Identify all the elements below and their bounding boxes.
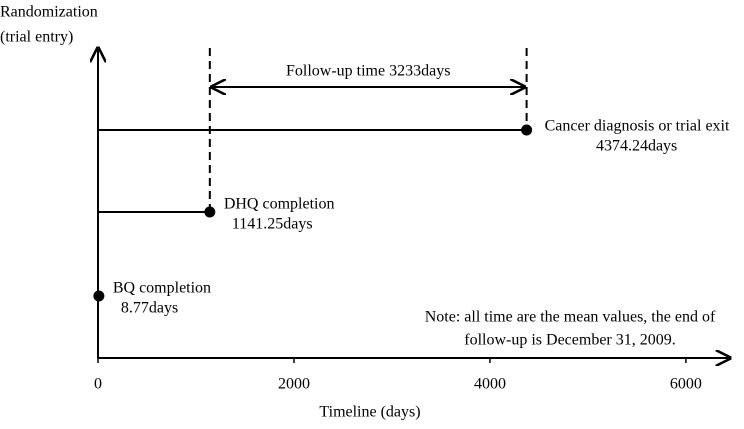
- event-name: Cancer diagnosis or trial exit: [545, 118, 730, 135]
- x-tick-label: 0: [94, 376, 102, 393]
- event-dot: [204, 206, 216, 218]
- follow-up-label: Follow-up time 3233days: [286, 63, 450, 80]
- event-dot: [93, 290, 105, 302]
- note: Note: all time are the mean values, the …: [425, 309, 716, 326]
- event-label: 8.77days: [121, 300, 178, 317]
- x-tick-label: 2000: [278, 376, 310, 393]
- y-label: Randomization: [0, 4, 98, 21]
- x-tick-label: 6000: [670, 376, 702, 393]
- event-name: BQ completion: [113, 280, 211, 297]
- event-name: DHQ completion: [224, 196, 335, 213]
- x-label: Timeline (days): [319, 404, 420, 421]
- event-label: 4374.24days: [596, 138, 677, 155]
- x-tick-label: 4000: [474, 376, 506, 393]
- note: follow-up is December 31, 2009.: [464, 332, 676, 349]
- event-label: 1141.25days: [232, 216, 313, 233]
- y-label: (trial entry): [0, 29, 73, 46]
